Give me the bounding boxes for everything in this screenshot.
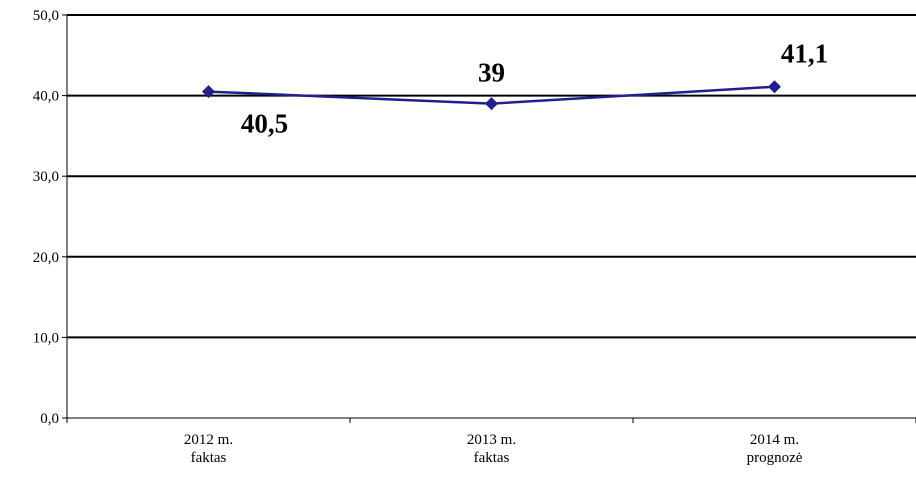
axes	[62, 14, 916, 423]
y-tick-label: 30,0	[33, 169, 59, 185]
y-tick-label: 0,0	[40, 411, 59, 427]
data-point-marker	[485, 97, 498, 111]
x-category-label: 2014 m. prognozė	[747, 432, 803, 466]
data-point-marker	[202, 85, 215, 99]
x-category-label: 2013 m. faktas	[467, 432, 516, 466]
y-tick-label: 20,0	[33, 250, 59, 266]
x-axis-category-labels: 2012 m. faktas 2013 m. faktas 2014 m. prognoz…	[184, 432, 803, 466]
y-tick-label: 10,0	[33, 330, 59, 346]
data-labels: 40,5 39 41,1	[241, 39, 828, 139]
data-point-marker	[768, 80, 781, 94]
y-axis-tick-labels: 0,0 10,0 20,0 30,0 40,0 50,0	[33, 8, 59, 427]
y-tick-label: 40,0	[33, 89, 59, 105]
y-tick-label: 50,0	[33, 8, 59, 24]
data-label: 41,1	[781, 39, 828, 69]
series-line	[202, 80, 781, 111]
data-label: 39	[478, 58, 505, 88]
x-category-label: 2012 m. faktas	[184, 432, 233, 466]
data-label: 40,5	[241, 109, 288, 139]
